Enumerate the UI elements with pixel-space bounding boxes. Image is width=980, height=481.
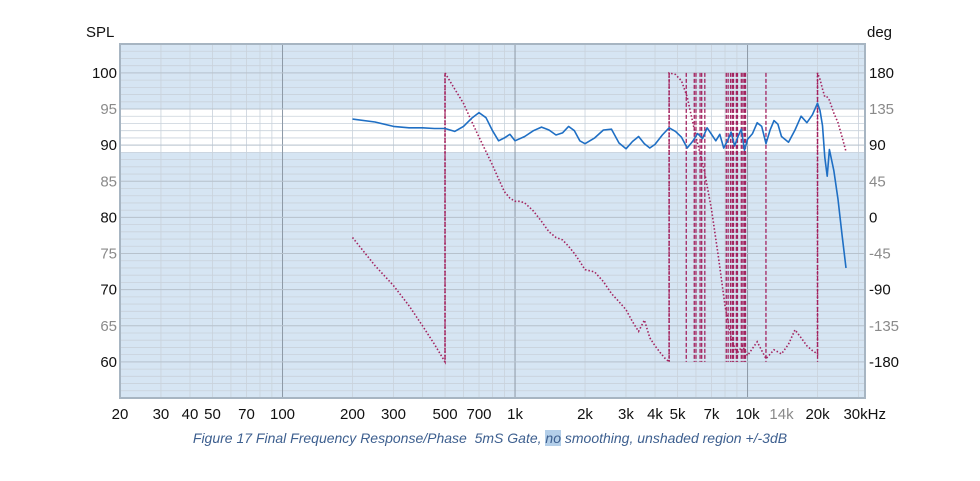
x-tick-label: 50 — [204, 406, 221, 423]
x-tick-label: 30kHz — [843, 406, 886, 423]
caption-text-before: Figure 17 Final Frequency Response/Phase… — [192, 430, 546, 446]
y2-tick-label: 0 — [869, 209, 877, 226]
y2-tick-label: 180 — [869, 65, 894, 82]
y2-tick-label: -180 — [869, 354, 899, 371]
figure-caption: Figure 17 Final Frequency Response/Phase… — [0, 430, 980, 446]
caption-text-after: smoothing, unshaded region +/-3dB — [560, 430, 788, 446]
x-tick-label: 20 — [112, 406, 129, 423]
x-axis-tick-labels: 20 30 40 50 70 100 200 300 500 700 1k 2k 3k 4k 5k 7k 10k… — [112, 406, 886, 423]
y2-tick-label: -45 — [869, 246, 891, 263]
spl-series-line — [352, 102, 847, 269]
y-axis-tick-labels: 100 95 90 85 80 75 70 65 60 — [92, 65, 117, 371]
x-tick-label: 200 — [340, 406, 365, 423]
caption-highlighted-word: no — [545, 430, 561, 446]
x-tick-label: 20k — [805, 406, 830, 423]
x-tick-label: 3k — [618, 406, 634, 423]
frequency-response-chart: 20 30 40 50 70 100 200 300 500 700 1k 2k 3k 4k 5k 7k 10k… — [86, 24, 899, 423]
y-tick-label: 95 — [100, 101, 117, 118]
x-tick-label: 10k — [735, 406, 760, 423]
y2-tick-label: -135 — [869, 318, 899, 335]
y-tick-label: 100 — [92, 65, 117, 82]
y2-tick-label: 90 — [869, 137, 886, 154]
y2-tick-label: 135 — [869, 101, 894, 118]
x-tick-label: 70 — [238, 406, 255, 423]
x-tick-label: 500 — [433, 406, 458, 423]
x-tick-label: 2k — [577, 406, 593, 423]
y2-tick-label: 45 — [869, 173, 886, 190]
x-tick-label: 30 — [153, 406, 170, 423]
x-tick-label: 40 — [182, 406, 199, 423]
y-tick-label: 65 — [100, 318, 117, 335]
y-axis-unit-label: SPL — [86, 24, 114, 41]
y-tick-label: 80 — [100, 209, 117, 226]
x-tick-label: 4k — [647, 406, 663, 423]
plot-frame — [119, 43, 866, 399]
y-tick-label: 75 — [100, 246, 117, 263]
y2-axis-tick-labels: 180 135 90 45 0 -45 -90 -135 -180 — [869, 65, 899, 371]
x-tick-label: 14k — [769, 406, 794, 423]
y-tick-label: 90 — [100, 137, 117, 154]
y2-tick-label: -90 — [869, 282, 891, 299]
x-tick-label: 5k — [670, 406, 686, 423]
y2-axis-unit-label: deg — [867, 24, 892, 41]
x-tick-label: 700 — [467, 406, 492, 423]
y-tick-label: 70 — [100, 282, 117, 299]
x-tick-label: 1k — [507, 406, 523, 423]
x-tick-label: 100 — [270, 406, 295, 423]
x-tick-label: 300 — [381, 406, 406, 423]
phase-series-line — [351, 70, 847, 365]
y-tick-label: 60 — [100, 354, 117, 371]
y-tick-label: 85 — [100, 173, 117, 190]
x-tick-label: 7k — [704, 406, 720, 423]
